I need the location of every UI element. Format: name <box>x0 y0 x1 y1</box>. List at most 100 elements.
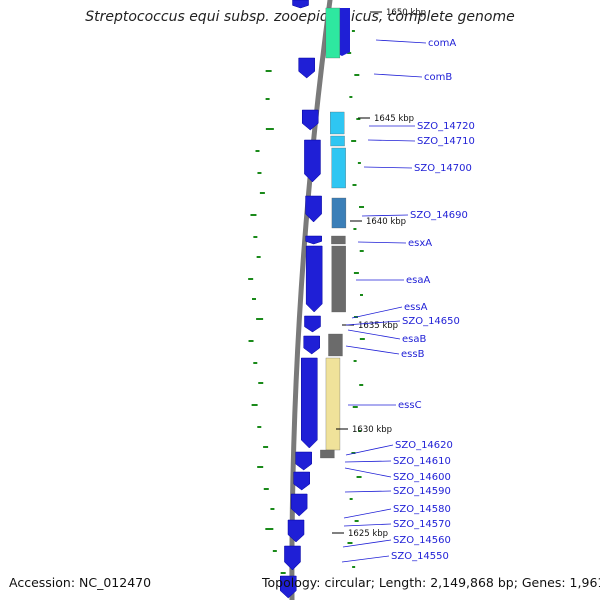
forward-cds-arrow <box>301 357 318 449</box>
map-title: Streptococcus equi subsp. zooepidemicus,… <box>85 9 515 25</box>
gc-mark <box>251 404 258 406</box>
forward-cds-arrow <box>293 471 310 491</box>
genome-backbone <box>289 0 333 600</box>
SZO_14720-cds <box>330 111 345 135</box>
SZO_14690-cds <box>331 197 347 229</box>
comA-cds <box>325 7 341 59</box>
forward-strand-track <box>280 0 350 599</box>
gene-label-line <box>351 306 403 319</box>
forward-cds-arrow <box>284 545 301 571</box>
forward-cds-arrow <box>292 0 309 9</box>
forward-cds-arrow <box>295 451 312 471</box>
gc-mark <box>352 406 358 408</box>
gene-label: SZO_14590 <box>393 486 451 497</box>
gene-label: SZO_14610 <box>393 456 451 467</box>
forward-cds-arrow <box>305 195 322 223</box>
forward-cds-arrow <box>287 519 305 543</box>
gc-mark <box>347 52 352 54</box>
gc-mark <box>354 520 359 522</box>
scale-tick-label: 1645 kbp <box>374 114 414 124</box>
gene-label-line <box>343 508 392 519</box>
forward-cds-arrow <box>305 235 322 245</box>
gc-mark <box>253 236 258 238</box>
scale-tick-label: 1640 kbp <box>366 217 406 227</box>
gene-label-line <box>345 320 401 326</box>
gene-label: comB <box>424 72 452 83</box>
gene-label: SZO_14650 <box>402 316 460 327</box>
summary-text: Topology: circular; Length: 2,149,868 bp… <box>262 575 600 590</box>
essB-cds <box>328 333 343 357</box>
gc-mark <box>359 384 364 386</box>
gc-mark <box>252 298 257 300</box>
gc-mark <box>250 214 257 216</box>
gene-labels: comA comB SZO_14720 SZO_14710 SZO_14700 SZO_1… <box>341 38 475 563</box>
gene-label-line <box>373 73 423 78</box>
gc-mark <box>263 488 269 490</box>
gene-label: SZO_14700 <box>414 163 472 174</box>
gc-mark <box>270 508 275 510</box>
gene-label: SZO_14620 <box>395 440 453 451</box>
gene-label: SZO_14600 <box>393 472 451 483</box>
scale-tick-label: 1630 kbp <box>352 425 392 435</box>
gc-mark <box>354 74 360 76</box>
forward-cds-arrow <box>304 315 321 333</box>
gene-label: essA <box>404 302 428 313</box>
forward-cds-arrow <box>280 575 297 599</box>
gene-label-line <box>361 214 409 217</box>
forward-cds-arrow <box>301 109 319 131</box>
forward-cds-arrow <box>290 493 308 517</box>
essC-cds-end <box>320 449 335 459</box>
gc-mark <box>349 498 353 500</box>
gene-label-line <box>344 490 392 493</box>
gc-mark <box>352 184 357 186</box>
esaA-cds <box>331 245 346 313</box>
gc-mark <box>358 430 362 432</box>
esxA-cds <box>331 235 346 245</box>
scale-tick-label: 1625 kbp <box>348 529 388 539</box>
gc-mark <box>255 150 260 152</box>
gc-mark <box>352 566 356 568</box>
gene-label-line <box>357 241 407 244</box>
gene-label-line <box>345 345 400 355</box>
gc-mark <box>356 118 361 120</box>
gc-mark <box>265 528 274 530</box>
gene-label: SZO_14580 <box>393 504 451 515</box>
gc-mark <box>356 476 362 478</box>
gc-mark <box>347 542 353 544</box>
gc-mark <box>256 318 264 320</box>
gc-mark <box>353 360 357 362</box>
gene-label-line <box>344 460 392 463</box>
forward-cds-arrow <box>305 245 323 313</box>
forward-cds-arrow <box>304 139 321 183</box>
gc-mark <box>253 362 258 364</box>
gc-mark <box>256 256 261 258</box>
gc-mark <box>265 128 274 130</box>
gene-label: SZO_14550 <box>391 551 449 562</box>
gc-mark <box>351 30 355 32</box>
gc-mark <box>257 172 262 174</box>
gc-mark <box>353 272 359 274</box>
gene-label: SZO_14720 <box>417 121 475 132</box>
accession-text: Accession: NC_012470 <box>9 575 152 590</box>
gc-mark <box>272 550 277 552</box>
forward-cds-arrow <box>298 57 315 79</box>
gene-label: SZO_14560 <box>393 535 451 546</box>
gc-mark <box>349 96 353 98</box>
scale-tick-label: 1635 kbp <box>358 321 398 331</box>
gc-mark <box>265 98 270 100</box>
SZO_14710-cds <box>330 135 345 147</box>
gc-marks-track <box>248 30 365 574</box>
gene-label: SZO_14690 <box>410 210 468 221</box>
gene-label: esaB <box>402 334 426 345</box>
gene-label-line <box>341 555 390 563</box>
gene-label-line <box>367 139 416 142</box>
gc-mark <box>257 426 262 428</box>
gc-mark <box>359 338 365 340</box>
gene-label-line <box>375 39 427 44</box>
gc-mark <box>359 206 365 208</box>
gene-label: SZO_14570 <box>393 519 451 530</box>
gc-mark <box>265 70 272 72</box>
gc-mark <box>351 452 356 454</box>
gc-mark <box>359 250 364 252</box>
